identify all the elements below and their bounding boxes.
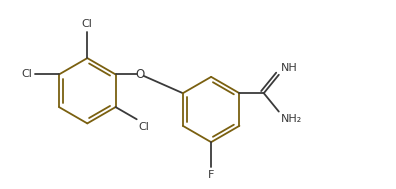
Text: F: F — [208, 170, 214, 180]
Text: NH: NH — [281, 63, 297, 73]
Text: NH₂: NH₂ — [281, 114, 302, 124]
Text: Cl: Cl — [21, 69, 32, 79]
Text: O: O — [135, 68, 145, 81]
Text: Cl: Cl — [82, 19, 93, 29]
Text: Cl: Cl — [139, 122, 149, 132]
